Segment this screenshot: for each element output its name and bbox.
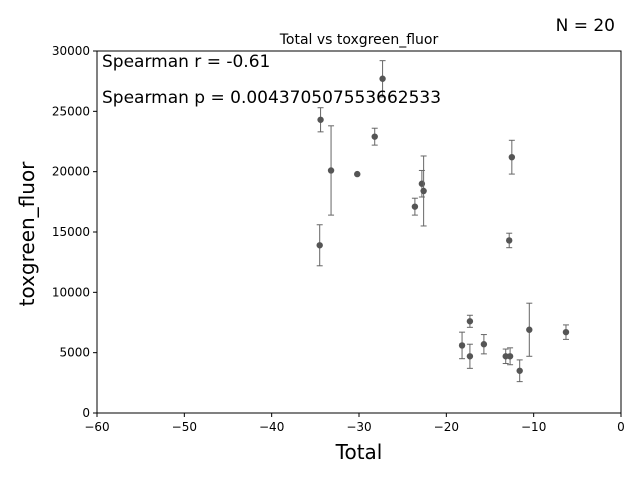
data-point <box>354 170 361 178</box>
chart-title: Total vs toxgreen_fluor <box>279 32 439 48</box>
data-point <box>317 116 324 123</box>
x-tick-label: −40 <box>259 420 284 434</box>
y-tick-label: 25000 <box>52 104 90 118</box>
data-point <box>526 326 533 333</box>
x-tick-label: −20 <box>434 420 459 434</box>
y-tick-label: 15000 <box>52 225 90 239</box>
data-point <box>411 203 419 210</box>
x-tick-label: 0 <box>617 420 625 434</box>
y-tick-label: 5000 <box>59 346 90 360</box>
y-tick-label: 20000 <box>52 165 90 179</box>
y-tick-label: 30000 <box>52 44 90 58</box>
data-point <box>562 328 570 336</box>
ticks-layer: −60 −50 −40 −30 −20 −10 0 0 5000 10000 15000 20000 2… <box>52 44 625 434</box>
n-count-label: N = 20 <box>556 16 615 36</box>
data-point <box>466 318 474 325</box>
data-point <box>379 75 386 82</box>
data-point <box>516 367 523 374</box>
spearman-r-label: Spearman r = -0.61 <box>102 52 270 72</box>
data-point <box>466 353 474 360</box>
data-point <box>420 187 427 195</box>
data-point <box>327 167 335 174</box>
x-tick-label: −50 <box>172 420 197 434</box>
y-tick-label: 0 <box>82 406 90 420</box>
x-axis-label: Total <box>335 440 383 464</box>
data-point <box>458 342 466 349</box>
spearman-p-label: Spearman p = 0.004370507553662533 <box>102 88 441 108</box>
data-point <box>506 237 513 244</box>
x-tick-label: −30 <box>346 420 371 434</box>
y-axis-label: toxgreen_fluor <box>15 161 39 307</box>
points-layer <box>316 60 570 383</box>
data-point <box>371 133 378 140</box>
data-point <box>506 353 514 360</box>
x-tick-label: −10 <box>521 420 546 434</box>
y-tick-label: 10000 <box>52 285 90 299</box>
x-tick-label: −60 <box>84 420 109 434</box>
data-point <box>316 242 323 249</box>
data-point <box>508 153 516 161</box>
plot-frame <box>96 50 622 414</box>
data-point <box>480 341 488 348</box>
